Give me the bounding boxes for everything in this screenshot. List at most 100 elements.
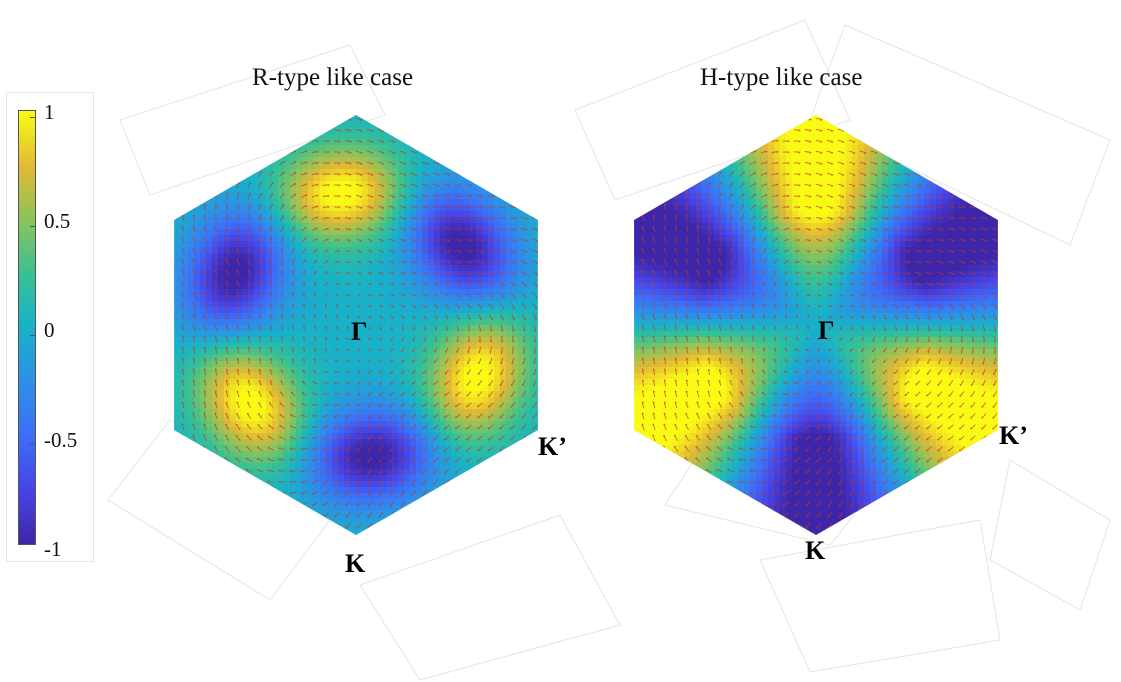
heatmap-cell: [174, 163, 177, 170]
heatmap-cell: [212, 187, 219, 194]
heatmap-cell: [374, 325, 381, 332]
vector-arrow-head: [349, 119, 352, 121]
heatmap-cell: [230, 379, 237, 386]
heatmap-cell: [206, 211, 213, 218]
heatmap-cell: [542, 499, 549, 506]
heatmap-cell: [434, 133, 441, 140]
heatmap-cell: [524, 331, 531, 338]
heatmap-cell: [494, 355, 501, 362]
heatmap-cell: [386, 433, 393, 440]
heatmap-cell: [344, 481, 351, 488]
heatmap-cell: [458, 271, 465, 278]
heatmap-cell: [338, 295, 345, 302]
heatmap-cell: [506, 133, 513, 140]
heatmap-cell: [428, 511, 435, 518]
heatmap-cell: [518, 199, 525, 206]
heatmap-cell: [536, 421, 538, 428]
heatmap-cell: [218, 361, 225, 368]
heatmap-cell: [560, 481, 567, 488]
heatmap-cell: [482, 415, 489, 422]
heatmap-cell: [362, 223, 369, 230]
heatmap-cell: [380, 229, 387, 236]
heatmap-cell: [440, 421, 447, 428]
heatmap-cell: [524, 349, 531, 356]
heatmap-cell: [146, 229, 153, 236]
heatmap-cell: [536, 493, 538, 500]
heatmap-cell: [176, 523, 183, 530]
heatmap-cell: [200, 313, 207, 320]
heatmap-cell: [260, 373, 267, 380]
heatmap-cell: [368, 373, 375, 380]
heatmap-cell: [338, 199, 345, 206]
vector-arrow: [181, 115, 185, 123]
heatmap-cell: [284, 385, 291, 392]
heatmap-cell: [242, 187, 249, 194]
heatmap-cell: [458, 481, 465, 488]
heatmap-cell: [440, 199, 447, 206]
heatmap-cell: [200, 223, 207, 230]
heatmap-cell: [236, 379, 243, 386]
heatmap-cell: [548, 355, 555, 362]
heatmap-cell: [230, 211, 237, 218]
heatmap-cell: [290, 433, 297, 440]
heatmap-cell: [230, 175, 237, 182]
heatmap-cell: [368, 223, 375, 230]
heatmap-cell: [452, 145, 459, 152]
heatmap-cell: [428, 319, 435, 326]
heatmap-cell: [326, 151, 333, 158]
heatmap-cell: [500, 421, 507, 428]
heatmap-cell: [242, 283, 249, 290]
heatmap-cell: [530, 241, 537, 248]
heatmap-cell: [362, 235, 369, 242]
heatmap-cell: [332, 277, 339, 284]
heatmap-cell: [362, 487, 369, 494]
heatmap-cell: [248, 151, 255, 158]
heatmap-cell: [536, 499, 538, 506]
heatmap-cell: [176, 199, 183, 206]
heatmap-cell: [422, 289, 429, 296]
heatmap-cell: [278, 217, 285, 224]
heatmap-cell: [500, 349, 507, 356]
heatmap-cell: [410, 253, 417, 260]
heatmap-cell: [284, 253, 291, 260]
heatmap-cell: [512, 349, 519, 356]
heatmap-cell: [464, 475, 471, 482]
heatmap-cell: [284, 235, 291, 242]
heatmap-cell: [422, 421, 429, 428]
heatmap-cell: [158, 313, 165, 320]
heatmap-cell: [446, 241, 453, 248]
heatmap-cell: [284, 487, 291, 494]
heatmap-cell: [356, 199, 363, 206]
heatmap-cell: [326, 385, 333, 392]
heatmap-cell: [164, 373, 171, 380]
vector-arrow: [192, 115, 196, 123]
heatmap-cell: [338, 457, 345, 464]
heatmap-cell: [332, 487, 339, 494]
heatmap-cell: [404, 151, 411, 158]
heatmap-cell: [182, 151, 189, 158]
heatmap-cell: [434, 469, 441, 476]
heatmap-cell: [398, 487, 405, 494]
heatmap-cell: [500, 277, 507, 284]
heatmap-cell: [464, 391, 471, 398]
heatmap-cell: [278, 199, 285, 206]
heatmap-cell: [506, 163, 513, 170]
heatmap-cell: [356, 283, 363, 290]
heatmap-cell: [332, 139, 339, 146]
heatmap-cell: [248, 403, 255, 410]
heatmap-cell: [458, 283, 465, 290]
heatmap-cell: [242, 163, 249, 170]
heatmap-cell: [344, 139, 351, 146]
heatmap-cell: [554, 139, 561, 146]
heatmap-cell: [386, 385, 393, 392]
heatmap-cell: [452, 505, 459, 512]
heatmap-cell: [410, 139, 417, 146]
heatmap-cell: [494, 295, 501, 302]
heatmap-cell: [344, 367, 351, 374]
heatmap-cell: [398, 367, 405, 374]
heatmap-cell: [374, 439, 381, 446]
heatmap-cell: [278, 385, 285, 392]
heatmap-cell: [554, 409, 561, 416]
heatmap-cell: [302, 295, 309, 302]
heatmap-cell: [320, 505, 327, 512]
